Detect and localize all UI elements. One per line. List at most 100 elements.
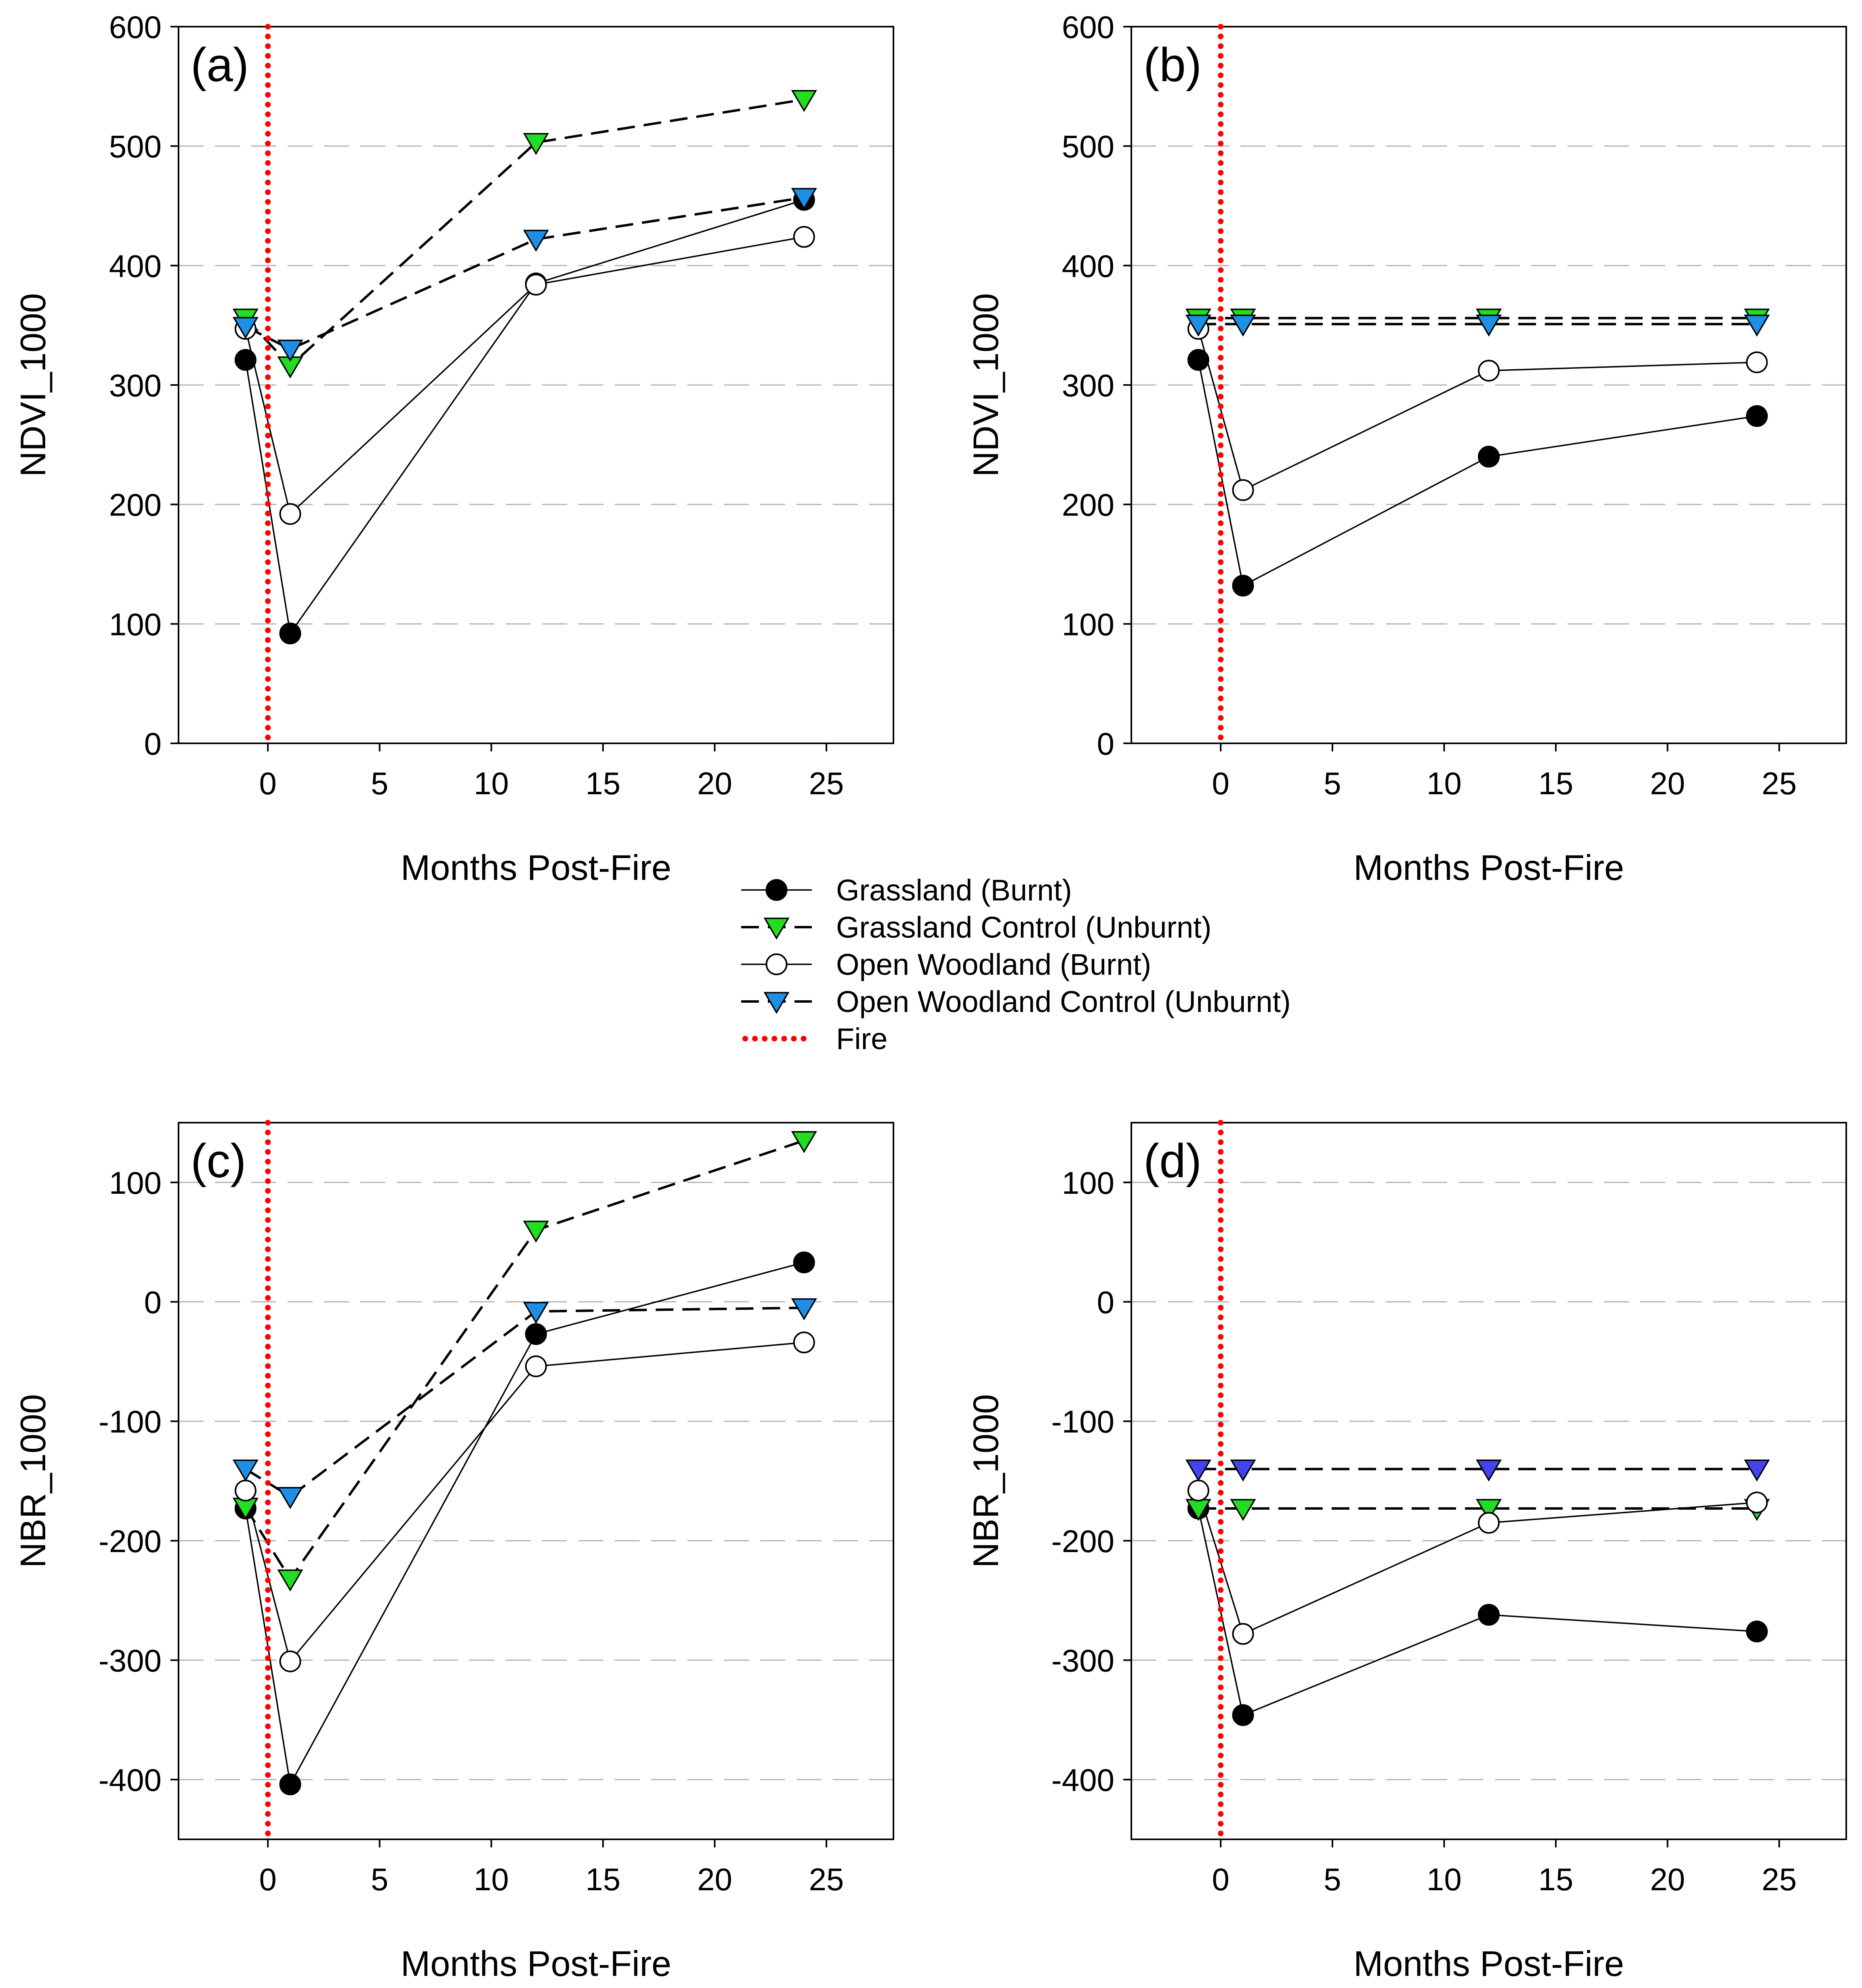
data-point-wc <box>1230 1459 1256 1482</box>
x-tick-label: 0 <box>259 1862 277 1897</box>
data-point-wb <box>525 273 547 296</box>
legend: Grassland (Burnt) Grassland Control (Unbu… <box>741 873 1291 1056</box>
series-line-gb <box>245 1262 805 1787</box>
panel-a: 0 100 200 300 400 500 600 0 5 10 15 20 25 Months Post… <box>13 9 894 888</box>
y-tick-label: -300 <box>1051 1643 1114 1679</box>
y-tick-label: 100 <box>1062 606 1114 642</box>
data-point-gb <box>279 622 301 644</box>
data-point-wc <box>791 1298 817 1321</box>
y-tick-label: -200 <box>99 1523 162 1559</box>
x-tick-label: 20 <box>697 766 732 801</box>
y-tick-label: 0 <box>1097 726 1114 762</box>
x-tick-label: 25 <box>809 1862 844 1897</box>
y-axis-label: NBR_1000 <box>966 1394 1006 1568</box>
legend-label: Grassland Control (Unburnt) <box>836 911 1211 944</box>
data-point-wb <box>1232 479 1254 501</box>
legend-entry-fire: Fire <box>742 1022 887 1056</box>
data-point-wb <box>793 226 815 248</box>
x-axis-label: Months Post-Fire <box>401 1944 671 1984</box>
data-point-wc <box>1744 314 1770 337</box>
data-point-gb <box>234 349 256 371</box>
x-tick-label: 25 <box>1762 766 1797 801</box>
data-point-wc <box>277 1487 303 1509</box>
data-point-gc <box>1475 1499 1502 1521</box>
x-tick-label: 5 <box>1324 1862 1341 1897</box>
plot-frame <box>1131 1122 1847 1840</box>
x-tick-label: 10 <box>1427 1862 1462 1897</box>
data-point-wc <box>523 229 549 252</box>
data-point-wc <box>1185 314 1211 337</box>
y-axis-label: NDVI_1000 <box>966 293 1006 477</box>
x-tick-label: 10 <box>474 1862 509 1897</box>
plot-frame <box>1131 26 1847 744</box>
x-tick-label: 20 <box>1650 1862 1685 1897</box>
data-point-wb <box>1232 1623 1254 1645</box>
data-point-wb <box>525 1355 547 1378</box>
data-point-gb <box>1187 349 1209 371</box>
legend-label: Fire <box>836 1022 887 1056</box>
panel-label: (a) <box>191 38 249 92</box>
data-point-wb <box>234 1479 256 1502</box>
series-line-wb <box>245 236 805 515</box>
data-point-wc <box>1475 1459 1502 1482</box>
legend-marker <box>763 917 790 940</box>
panel-label: (b) <box>1143 38 1202 92</box>
legend-entry-gc: Grassland Control (Unburnt) <box>741 911 1211 944</box>
data-point-wc <box>232 1459 258 1482</box>
y-tick-label: 100 <box>109 1165 162 1201</box>
x-tick-label: 0 <box>1212 1862 1229 1897</box>
y-tick-label: 100 <box>109 606 162 642</box>
panel-label: (d) <box>1143 1134 1202 1188</box>
data-point-gb <box>525 1323 547 1345</box>
x-tick-label: 5 <box>371 766 388 801</box>
data-point-gb <box>1232 574 1254 597</box>
y-tick-label: 500 <box>109 129 162 164</box>
series-line-wc <box>245 196 805 351</box>
data-point-wb <box>1478 1512 1500 1534</box>
series-line-wc <box>245 1306 804 1498</box>
y-tick-label: 200 <box>1062 487 1114 523</box>
x-tick-label: 15 <box>586 1862 621 1897</box>
legend-marker <box>765 879 788 901</box>
series-line-gc <box>244 1139 805 1581</box>
x-tick-label: 20 <box>1650 766 1685 801</box>
data-point-gc <box>277 1569 303 1592</box>
data-point-gc <box>523 133 549 155</box>
x-tick-label: 5 <box>1324 766 1341 801</box>
legend-entry-gb: Grassland (Burnt) <box>741 873 1072 907</box>
y-tick-label: -400 <box>99 1762 162 1798</box>
data-point-wb <box>1746 1492 1768 1514</box>
x-axis-label: Months Post-Fire <box>1353 848 1624 888</box>
x-tick-label: 15 <box>1538 1862 1574 1897</box>
data-point-wc <box>1185 1459 1211 1482</box>
y-tick-label: -300 <box>99 1643 162 1679</box>
data-point-wb <box>279 503 301 525</box>
y-tick-label: 0 <box>144 726 162 762</box>
data-point-wb <box>793 1332 815 1354</box>
series-line-gc <box>244 98 805 368</box>
x-tick-label: 10 <box>474 766 509 801</box>
x-tick-label: 15 <box>1538 766 1574 801</box>
x-axis-label: Months Post-Fire <box>1353 1944 1624 1984</box>
data-point-gc <box>791 1131 817 1153</box>
panel-b: 0 100 200 300 400 500 600 0 5 10 15 20 25 Months Post… <box>966 9 1847 888</box>
y-tick-label: 100 <box>1062 1165 1114 1201</box>
series-line-wb <box>1198 328 1757 491</box>
data-point-wc <box>1744 1459 1770 1482</box>
x-tick-label: 0 <box>259 766 277 801</box>
series-line-gb <box>1198 360 1757 587</box>
y-tick-label: 400 <box>109 248 162 284</box>
y-tick-label: 600 <box>1062 9 1114 45</box>
panel-d: -400 -300 -200 -100 0 100 0 5 10 15 20 25 Months Pos… <box>966 1120 1847 1984</box>
series-line-gb <box>245 199 805 635</box>
data-point-gb <box>793 1251 815 1273</box>
legend-marker <box>763 992 790 1014</box>
data-point-gb <box>1232 1704 1254 1726</box>
y-tick-label: 400 <box>1062 248 1114 284</box>
y-tick-label: -100 <box>99 1404 162 1439</box>
legend-marker <box>765 953 788 975</box>
x-tick-label: 20 <box>697 1862 732 1897</box>
data-point-wc <box>277 339 303 362</box>
y-tick-label: 500 <box>1062 129 1114 164</box>
